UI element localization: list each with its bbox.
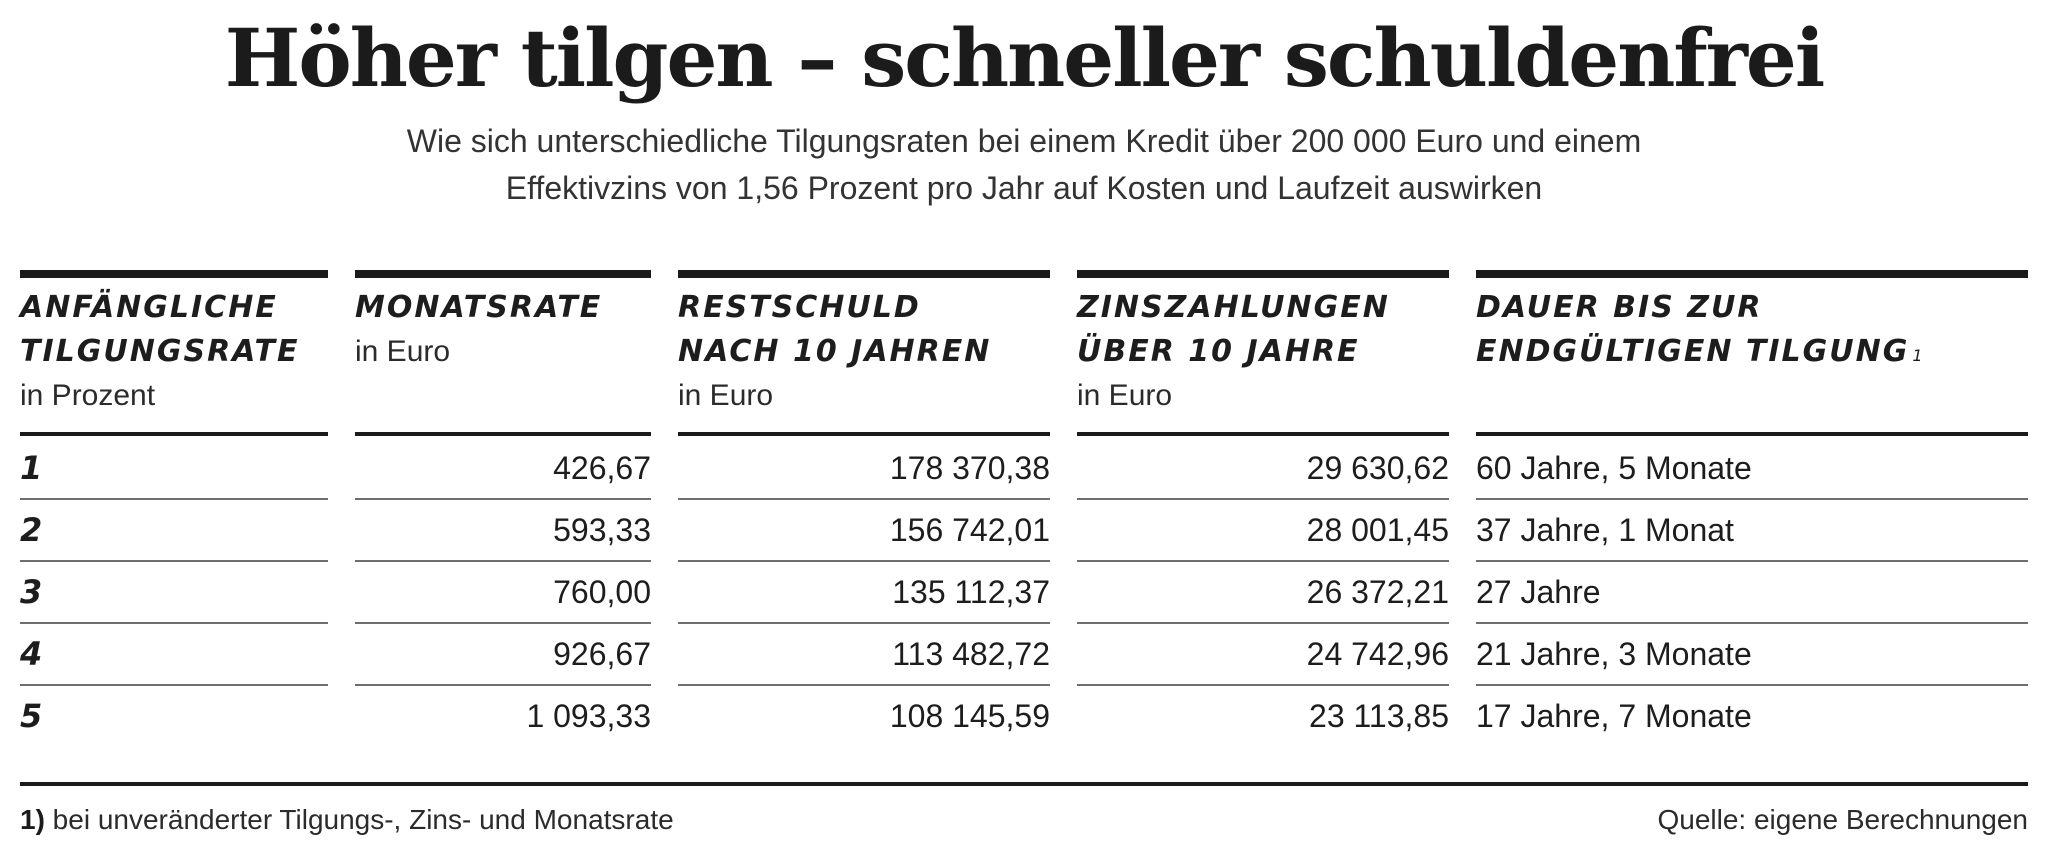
row-divider (355, 684, 651, 686)
row-divider (355, 560, 651, 562)
row-divider (1077, 498, 1449, 500)
column-header-label: RESTSCHULD NACH 10 JAHREN (678, 290, 992, 369)
row-divider (20, 622, 328, 624)
column-header: MONATSRATE in Euro (355, 286, 651, 426)
column-3: RESTSCHULD NACH 10 JAHREN in Euro 178 370,… (678, 270, 1050, 734)
row-divider (678, 560, 1050, 562)
column-header-unit: in Euro (678, 379, 774, 412)
row-divider (678, 498, 1050, 500)
table-cell: 27 Jahre (1476, 574, 1601, 610)
header-rule (678, 432, 1050, 436)
table-cell: 26 372,21 (1306, 574, 1449, 610)
column-header-label: MONATSRATE (355, 290, 603, 325)
row-divider (355, 622, 651, 624)
column-header: ZINSZAHLUNGEN ÜBER 10 JAHRE in Euro (1077, 286, 1449, 426)
column-4: ZINSZAHLUNGEN ÜBER 10 JAHRE in Euro 29 630… (1077, 270, 1449, 734)
row-key-cell: 3 (20, 573, 43, 611)
column-header-label: ZINSZAHLUNGEN ÜBER 10 JAHRE (1077, 290, 1390, 369)
row-divider (20, 684, 328, 686)
row-divider (1476, 498, 2028, 500)
chart-title: Höher tilgen – schneller schuldenfrei (224, 11, 1825, 105)
bottom-rule (20, 782, 2028, 786)
column-header: RESTSCHULD NACH 10 JAHREN in Euro (678, 286, 1050, 426)
row-key-cell: 5 (20, 697, 43, 735)
column-header-unit: in Euro (355, 335, 451, 368)
table-cell: 108 145,59 (889, 698, 1050, 734)
table-cell: 593,33 (553, 512, 651, 548)
column-1: ANFÄNGLICHE TILGUNGSRATE in Prozent 1 2 3 4 5 (20, 270, 328, 735)
subtitle-line-2: Effektivzins von 1,56 Prozent pro Jahr a… (505, 170, 1543, 206)
footnote-marker: 1 (1912, 346, 1925, 365)
row-divider (355, 498, 651, 500)
column-top-rule (678, 270, 1050, 278)
row-divider (1077, 684, 1449, 686)
row-divider (20, 560, 328, 562)
row-key-cell: 2 (20, 511, 43, 549)
header-rule (1476, 432, 2028, 436)
header-rule (20, 432, 328, 436)
column-top-rule (20, 270, 328, 278)
table-cell: 760,00 (553, 574, 651, 610)
column-top-rule (355, 270, 651, 278)
table-cell: 21 Jahre, 3 Monate (1476, 636, 1752, 672)
footnote: 1) bei unveränderter Tilgungs-, Zins- un… (20, 798, 674, 842)
column-header: DAUER BIS ZUR ENDGÜLTIGEN TILGUNG 1 (1476, 286, 2028, 426)
table-cell: 23 113,85 (1309, 698, 1449, 734)
row-divider (1476, 622, 2028, 624)
column-header-unit: in Prozent (20, 379, 156, 412)
source-note: Quelle: eigene Berechnungen (1657, 804, 2028, 835)
table-cell: 28 001,45 (1306, 512, 1449, 548)
table-cell: 1 093,33 (526, 698, 651, 734)
column-header-label: DAUER BIS ZUR ENDGÜLTIGEN TILGUNG 1 (1476, 290, 1925, 369)
row-divider (1476, 684, 2028, 686)
row-key-cell: 1 (20, 449, 43, 487)
header-rule (1077, 432, 1449, 436)
table-cell: 24 742,96 (1306, 636, 1449, 672)
column-header: ANFÄNGLICHE TILGUNGSRATE in Prozent (20, 286, 328, 426)
row-divider (20, 498, 328, 500)
footnote-number: 1) (20, 804, 45, 835)
table-cell: 113 482,72 (892, 636, 1050, 672)
table-cell: 156 742,01 (889, 512, 1050, 548)
table-cell: 29 630,62 (1306, 450, 1449, 486)
row-divider (678, 622, 1050, 624)
table-cell: 135 112,37 (892, 574, 1050, 610)
footnote-text: bei unveränderter Tilgungs-, Zins- und M… (44, 804, 674, 835)
table-cell: 426,67 (553, 450, 651, 486)
header-rule (355, 432, 651, 436)
row-divider (1476, 560, 2028, 562)
row-divider (1077, 622, 1449, 624)
row-divider (1077, 560, 1449, 562)
table-cell: 926,67 (553, 636, 651, 672)
column-top-rule (1476, 270, 2028, 278)
data-table: ANFÄNGLICHE TILGUNGSRATE in Prozent 1 2 3 4 5 M… (0, 270, 2048, 735)
row-divider (678, 684, 1050, 686)
column-header-unit: in Euro (1077, 379, 1173, 412)
table-cell: 17 Jahre, 7 Monate (1476, 698, 1752, 734)
table-cell: 37 Jahre, 1 Monat (1476, 512, 1734, 548)
row-key-cell: 4 (20, 635, 43, 673)
subtitle-line-1: Wie sich unterschiedliche Tilgungsraten … (406, 123, 1642, 159)
column-2: MONATSRATE in Euro 426,67 593,33 760,00 926,6… (355, 270, 651, 734)
table-cell: 178 370,38 (889, 450, 1050, 486)
table-cell: 60 Jahre, 5 Monate (1476, 450, 1752, 486)
chart-subtitle: Wie sich unterschiedliche Tilgungsraten … (300, 118, 1748, 212)
column-5: DAUER BIS ZUR ENDGÜLTIGEN TILGUNG 1 60 Jah… (1476, 270, 2028, 734)
column-header-label: ANFÄNGLICHE TILGUNGSRATE (20, 290, 300, 369)
column-top-rule (1077, 270, 1449, 278)
